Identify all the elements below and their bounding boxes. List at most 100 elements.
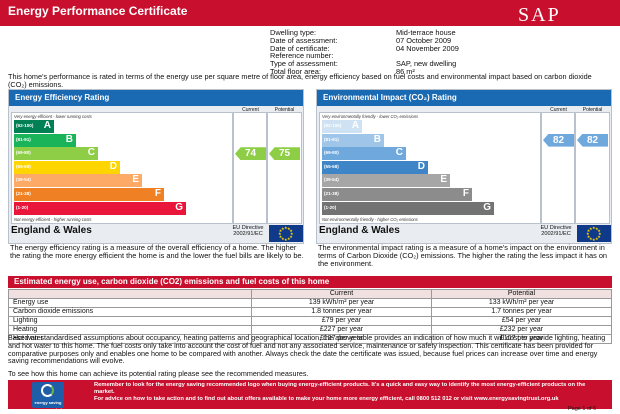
property-row: Type of assessment: SAP, new dwelling [270,60,459,68]
current-rating-arrow: 82 [543,133,574,147]
bottom-note: Not environmentally friendly - higher CO… [322,217,418,222]
band-c: (69-80) C [14,147,98,161]
band-range: (92-100) [16,123,34,128]
property-label: Date of certificate: [270,43,330,53]
current-rating-arrow: 74 [235,147,266,161]
table-cell: 1.8 tonnes per year [251,307,432,317]
current-header: Current [550,107,567,113]
band-b: (81-91) B [322,133,384,147]
eu-flag-icon: ★ ★ ★ ★ ★ ★ ★ ★ ★ ★ ★ ★ [269,225,303,242]
band-range: (92-100) [324,123,342,128]
band-c: (69-80) C [322,147,406,161]
property-row: Reference number: [270,52,459,60]
band-range: (81-91) [324,136,339,142]
property-label: Date of assessment: [270,35,338,45]
table-cell: Carbon dioxide emissions [8,307,252,317]
table-cell: 133 kWh/m² per year [431,298,612,308]
column-header: Potential [431,289,612,299]
band-range: (39-54) [16,177,31,183]
estimates-title: Estimated energy use, carbon dioxide (CO… [8,276,612,288]
band-f: (21-38) F [322,188,472,201]
band-letter: F [462,188,469,199]
property-value: 86 m² [396,66,415,76]
band-f: (21-38) F [14,188,164,201]
band-letter: E [132,174,139,186]
band-g: (1-20) G [322,201,494,215]
band-letter: E [440,174,447,186]
band-letter: A [43,120,51,131]
potential-header: Potential [582,107,603,113]
property-row: Dwelling type: Mid-terrace house [270,29,459,37]
column-header [8,289,252,299]
efficiency-description: The energy efficiency rating is a measur… [10,243,304,260]
rating-chart: Very energy efficient - lower running co… [11,112,233,224]
table-cell: £107 per year [431,334,612,344]
assumptions-text: Based on standardised assumptions about … [8,333,606,366]
property-label: Reference number: [270,51,334,61]
band-letter: G [175,201,183,213]
band-letter: B [65,133,73,145]
property-details: Dwelling type: Mid-terrace house Date of a… [270,29,459,76]
property-label: Type of assessment: [270,59,338,69]
band-range: (39-54) [324,177,339,183]
estimates-table: Current Potential Energy use 139 kWh/m² per… [8,289,612,344]
band-e: (39-54) E [14,174,142,188]
band-d: (55-68) D [322,160,428,174]
band-range: (1-20) [324,204,337,210]
page-number: Page 1 of 6 [568,406,597,412]
band-letter: C [87,147,95,159]
band-letter: D [417,160,425,172]
current-header: Current [242,107,259,113]
environment-description: The environmental impact rating is a mea… [318,243,608,268]
property-row: Date of certificate: 04 November 2009 [270,43,459,53]
eu-directive: EU Directive 2002/91/EC [540,225,572,237]
see-recommendations-text: To see how this home can achieve its pot… [8,369,309,378]
current-column: 82 [541,112,575,224]
current-column: 74 [233,112,267,224]
band-g: (1-20) G [14,201,186,215]
eu-flag-icon: ★ ★ ★ ★ ★ ★ ★ ★ ★ ★ ★ ★ [577,225,611,242]
band-letter: G [483,201,491,213]
eu-directive: EU Directive 2002/91/EC [232,225,264,237]
property-value: 04 November 2009 [396,43,459,53]
table-cell: Energy use [8,298,252,308]
band-range: (55-68) [324,163,339,169]
table-row: Hot water £107 per year £107 per year [8,334,612,344]
potential-header: Potential [274,107,295,113]
footer-banner: energy saving recommended Remember to lo… [8,380,612,412]
footer-line-1: Remember to look for the energy saving r… [94,382,586,395]
table-cell: 1.7 tonnes per year [431,307,612,317]
certificate-title: Energy Performance Certificate [8,4,188,18]
energy-efficiency-panel: Energy Efficiency Rating Current Potenti… [8,89,304,244]
top-note: Very energy efficient - lower running co… [14,114,92,119]
column-header: Current [251,289,432,299]
energy-saving-recommended-logo: energy saving recommended [32,382,64,412]
band-d: (55-68) D [14,160,120,174]
property-label: Dwelling type: [270,28,317,37]
band-range: (21-38) [16,191,31,196]
band-a: (92-100) A [14,120,54,133]
band-range: (21-38) [324,191,339,196]
property-value: 07 October 2009 [396,35,452,45]
table-row: Carbon dioxide emissions 1.8 tonnes per y… [8,307,612,317]
table-cell: Lighting [8,316,252,326]
band-range: (55-68) [16,163,31,169]
environmental-impact-panel: Environmental Impact (CO₂) Rating Curren… [316,89,612,244]
table-row: Energy use 139 kWh/m² per year 133 kWh/m² … [8,298,612,308]
top-note: Very environmentally friendly - lower CO… [322,114,419,119]
band-letter: F [154,188,161,199]
property-value: Mid-terrace house [396,28,456,37]
band-range: (1-20) [16,204,29,210]
table-header-row: Current Potential [8,289,612,299]
panel-title: Environmental Impact (CO₂) Rating [317,90,611,106]
band-range: (81-91) [16,136,31,142]
potential-rating-arrow: 82 [577,133,608,147]
band-letter: B [373,133,381,145]
table-row: Lighting £79 per year £54 per year [8,316,612,326]
intro-text: This home's performance is rated in term… [8,72,592,89]
property-value: SAP, new dwelling [396,59,457,69]
footer-line-2: For advice on how to take action and to … [94,396,559,402]
rating-chart: Very environmentally friendly - lower CO… [319,112,541,224]
band-letter: C [395,147,403,159]
band-letter: D [109,160,117,172]
